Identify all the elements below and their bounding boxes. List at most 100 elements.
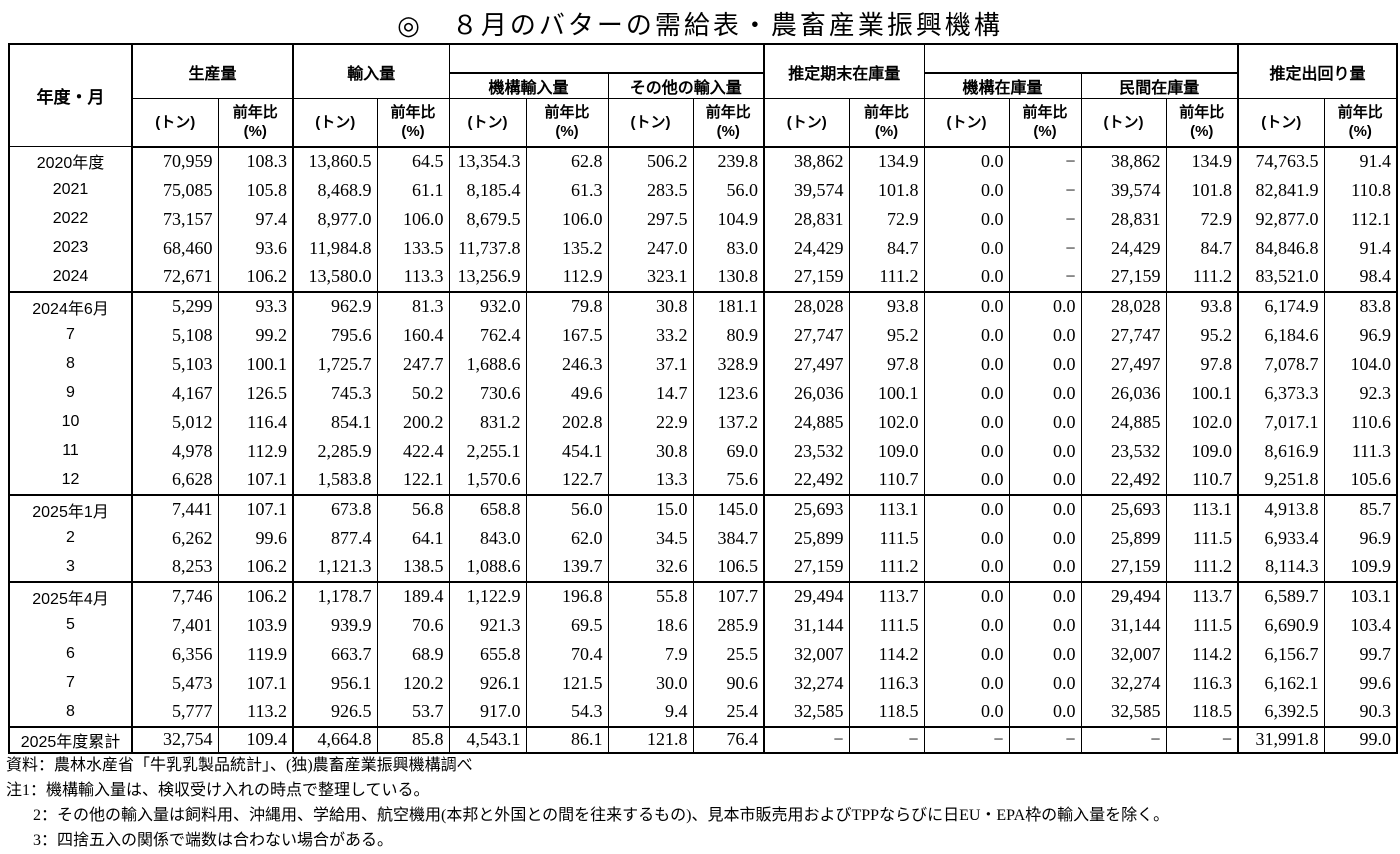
table-cell: 137.2: [692, 407, 764, 437]
table-cell: 0.0: [1008, 552, 1081, 582]
table-cell: 27,497: [763, 349, 849, 379]
table-cell: 111.2: [1165, 262, 1238, 292]
table-cell: 27,159: [763, 552, 849, 582]
table-cell: −: [1008, 262, 1081, 292]
table-cell: 18.6: [607, 610, 693, 640]
table-cell: 121.5: [525, 668, 608, 698]
table-cell: 54.3: [525, 697, 608, 727]
table-cell: 25,693: [763, 493, 849, 524]
table-cell: 101.8: [848, 175, 924, 205]
table-row: 3 8,253 106.2 1,121.3 138.5 1,088.6 139.7 32.6 1…: [9, 552, 1397, 582]
table-cell: 8,616.9: [1237, 436, 1324, 466]
row-label: 2025年4月: [9, 580, 132, 611]
page-title: ◎ ８月のバターの需給表・農畜産業振興機構: [397, 11, 1003, 40]
table-cell: 108.3: [217, 146, 293, 176]
table-cell: 99.2: [217, 320, 293, 350]
table-cell: 119.9: [217, 639, 293, 669]
table-cell: 107.1: [217, 465, 293, 495]
table-row: 8 5,103 100.1 1,725.7 247.7 1,688.6 246.3 37.1 3…: [9, 349, 1397, 379]
table-cell: 110.7: [848, 465, 924, 495]
table-row: 2021 75,085 105.8 8,468.9 61.1 8,185.4 61.3 283…: [9, 175, 1397, 205]
table-cell: 106.2: [217, 552, 293, 582]
table-row: 2022 73,157 97.4 8,977.0 106.0 8,679.5 106.0 29…: [9, 204, 1397, 234]
table-cell: 4,664.8: [292, 725, 377, 753]
table-cell: 6,184.6: [1237, 320, 1324, 350]
table-cell: 111.5: [1165, 523, 1238, 553]
table-cell: 133.5: [376, 233, 449, 263]
table-cell: 139.7: [525, 552, 608, 582]
table-cell: 297.5: [607, 204, 693, 234]
table-cell: 111.2: [848, 552, 924, 582]
row-label: 6: [66, 645, 75, 662]
table-cell: 0.0: [923, 349, 1009, 379]
table-cell: 49.6: [525, 378, 608, 408]
table-cell: 83.8: [1323, 290, 1397, 321]
table-row-total: 2025年度累計 32,754 109.4 4,664.8 85.8 4,543.1 86.…: [9, 725, 1397, 753]
table-cell: 109.9: [1323, 552, 1397, 582]
table-cell: 110.8: [1323, 175, 1397, 205]
yoy-label-line: (%): [1348, 123, 1372, 141]
table-cell: 854.1: [292, 407, 377, 437]
table-cell: 8,679.5: [448, 204, 526, 234]
table-cell: 11,984.8: [292, 233, 377, 263]
header-unit-yoy: 前年比 (%): [1008, 98, 1082, 148]
table-cell: 7,078.7: [1237, 349, 1324, 379]
table-cell: −: [923, 725, 1009, 753]
table-cell: 122.1: [376, 465, 449, 495]
table-cell: 93.6: [217, 233, 293, 263]
table-row: 2023 68,460 93.6 11,984.8 133.5 11,737.8 135.2…: [9, 233, 1397, 263]
table-cell: 5,777: [131, 697, 218, 727]
table-cell: 123.6: [692, 378, 764, 408]
table-cell: 26,036: [1080, 378, 1166, 408]
table-cell: 118.5: [1165, 697, 1238, 727]
table-cell: 167.5: [525, 320, 608, 350]
table-cell: −: [848, 725, 924, 753]
table-cell: 0.0: [923, 610, 1009, 640]
table-cell: 38,862: [763, 146, 849, 176]
table-cell: 56.0: [692, 175, 764, 205]
table-cell: 25.5: [692, 639, 764, 669]
table-cell: 0.0: [923, 175, 1009, 205]
table-cell: 68,460: [131, 233, 218, 263]
table-cell: 86.1: [525, 725, 608, 753]
table-cell: 283.5: [607, 175, 693, 205]
table-cell: 83,521.0: [1237, 262, 1324, 292]
table-cell: 1,122.9: [448, 580, 526, 611]
table-cell: 103.4: [1323, 610, 1397, 640]
table-cell: 6,690.9: [1237, 610, 1324, 640]
table-row: 7 5,108 99.2 795.6 160.4 762.4 167.5 33.2 80.9 27…: [9, 320, 1397, 350]
table-cell: 5,012: [131, 407, 218, 437]
table-cell: 93.8: [848, 290, 924, 321]
row-label: 2022: [52, 210, 89, 227]
table-cell: 6,356: [131, 639, 218, 669]
table-cell: −: [1165, 725, 1238, 753]
table-cell: 28,028: [1080, 290, 1166, 321]
table-cell: 120.2: [376, 668, 449, 698]
table-cell: 843.0: [448, 523, 526, 553]
table-cell: 25,899: [763, 523, 849, 553]
table-row: 2025年4月 7,746 106.2 1,178.7 189.4 1,122.9 196.…: [9, 580, 1397, 611]
table-row: 2025年1月 7,441 107.1 673.8 56.8 658.8 56.0 15.0 1…: [9, 493, 1397, 524]
table-cell: 14.7: [607, 378, 693, 408]
table-cell: 116.4: [217, 407, 293, 437]
table-cell: 956.1: [292, 668, 377, 698]
table-cell: 102.0: [1165, 407, 1238, 437]
table-cell: 0.0: [923, 436, 1009, 466]
table-cell: 81.3: [376, 290, 449, 321]
table-cell: 189.4: [376, 580, 449, 611]
table-cell: 26,036: [763, 378, 849, 408]
table-cell: 0.0: [1008, 668, 1081, 698]
table-cell: 6,589.7: [1237, 580, 1324, 611]
table-cell: 121.8: [607, 725, 693, 753]
table-cell: 0.0: [1008, 610, 1081, 640]
table-cell: 39,574: [763, 175, 849, 205]
table-cell: 0.0: [923, 407, 1009, 437]
table-cell: 921.3: [448, 610, 526, 640]
row-label: 11: [62, 442, 79, 459]
table-cell: 90.6: [692, 668, 764, 698]
table-cell: 91.4: [1323, 146, 1397, 176]
header-unit-tons: (トン): [448, 98, 527, 148]
table-cell: −: [1008, 146, 1081, 176]
table-cell: 24,429: [1080, 233, 1166, 263]
table-cell: 90.3: [1323, 697, 1397, 727]
